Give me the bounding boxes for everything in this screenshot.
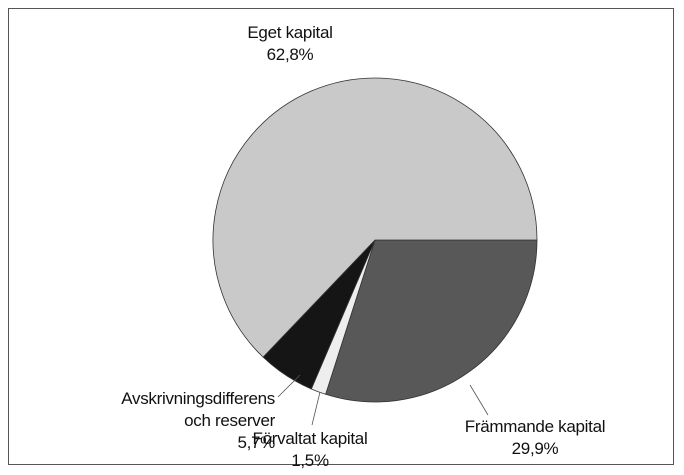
slice-value: 1,5% — [291, 451, 329, 470]
slice-label: Förvaltat kapital 1,5% — [230, 428, 390, 472]
slice-name: Avskrivningsdifferens och reserver — [121, 389, 275, 430]
slice-label: Främmande kapital 29,9% — [440, 416, 630, 460]
slice-value: 29,9% — [511, 439, 559, 458]
slice-label: Avskrivningsdifferens och reserver 5,7% — [95, 388, 275, 454]
leader-line — [277, 374, 301, 398]
leader-line — [311, 391, 321, 426]
slice-label: Eget kapital 62,8% — [200, 22, 380, 66]
slice-name: Främmande kapital — [464, 417, 606, 436]
slice-value: 62,8% — [266, 45, 314, 64]
chart-frame — [8, 8, 674, 465]
pie-slice — [325, 239, 538, 403]
leader-line — [469, 384, 489, 416]
slice-name: Eget kapital — [247, 23, 333, 42]
slice-name: Förvaltat kapital — [252, 429, 368, 448]
pie-slice — [212, 77, 538, 358]
slice-value: 5,7% — [237, 433, 275, 452]
